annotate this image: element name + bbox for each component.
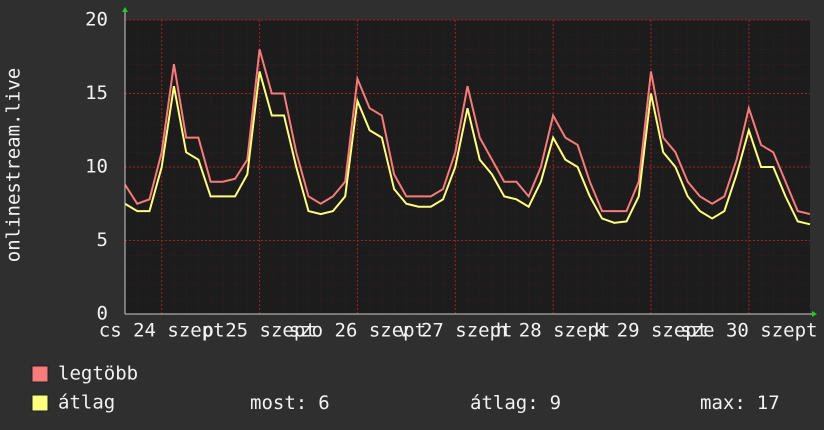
stat-label: max: <box>700 392 746 414</box>
x-tick-label: k 29 szept <box>594 320 708 342</box>
minor-grid <box>125 20 810 314</box>
stat-value: 17 <box>757 392 780 414</box>
series-line <box>124 71 811 226</box>
stat-label: most: <box>250 392 307 414</box>
stat: max: 17 <box>700 392 780 414</box>
y-tick-label: 10 <box>85 156 108 178</box>
y-axis-label: onlinestream.live <box>3 68 25 262</box>
stat: most: 6 <box>250 392 330 414</box>
y-arrow <box>122 7 128 12</box>
x-tick-label: h 28 szept <box>496 320 610 342</box>
y-tick-label: 5 <box>97 229 108 251</box>
legend-swatch <box>31 394 49 412</box>
y-tick-label: 0 <box>97 303 108 325</box>
x-tick-label: szo 26 szept <box>289 320 426 342</box>
y-tick-label: 20 <box>85 9 108 31</box>
stat-label: átlag: <box>470 392 539 414</box>
y-tick-label: 15 <box>85 82 108 104</box>
x-tick-label: cs 24 szept <box>99 320 225 342</box>
x-tick-label: p 25 szept <box>202 320 316 342</box>
series-line <box>124 49 811 216</box>
x-tick-label: v 27 szept <box>398 320 512 342</box>
stat-value: 6 <box>318 392 329 414</box>
legend-label: legtöbb <box>58 363 138 385</box>
stat-value: 9 <box>550 392 561 414</box>
legend-label: átlag <box>58 392 115 414</box>
legend-swatch <box>31 365 49 383</box>
x-arrow <box>812 311 817 317</box>
stat: átlag: 9 <box>470 392 561 414</box>
x-tick-label: sze 30 szept <box>680 320 817 342</box>
